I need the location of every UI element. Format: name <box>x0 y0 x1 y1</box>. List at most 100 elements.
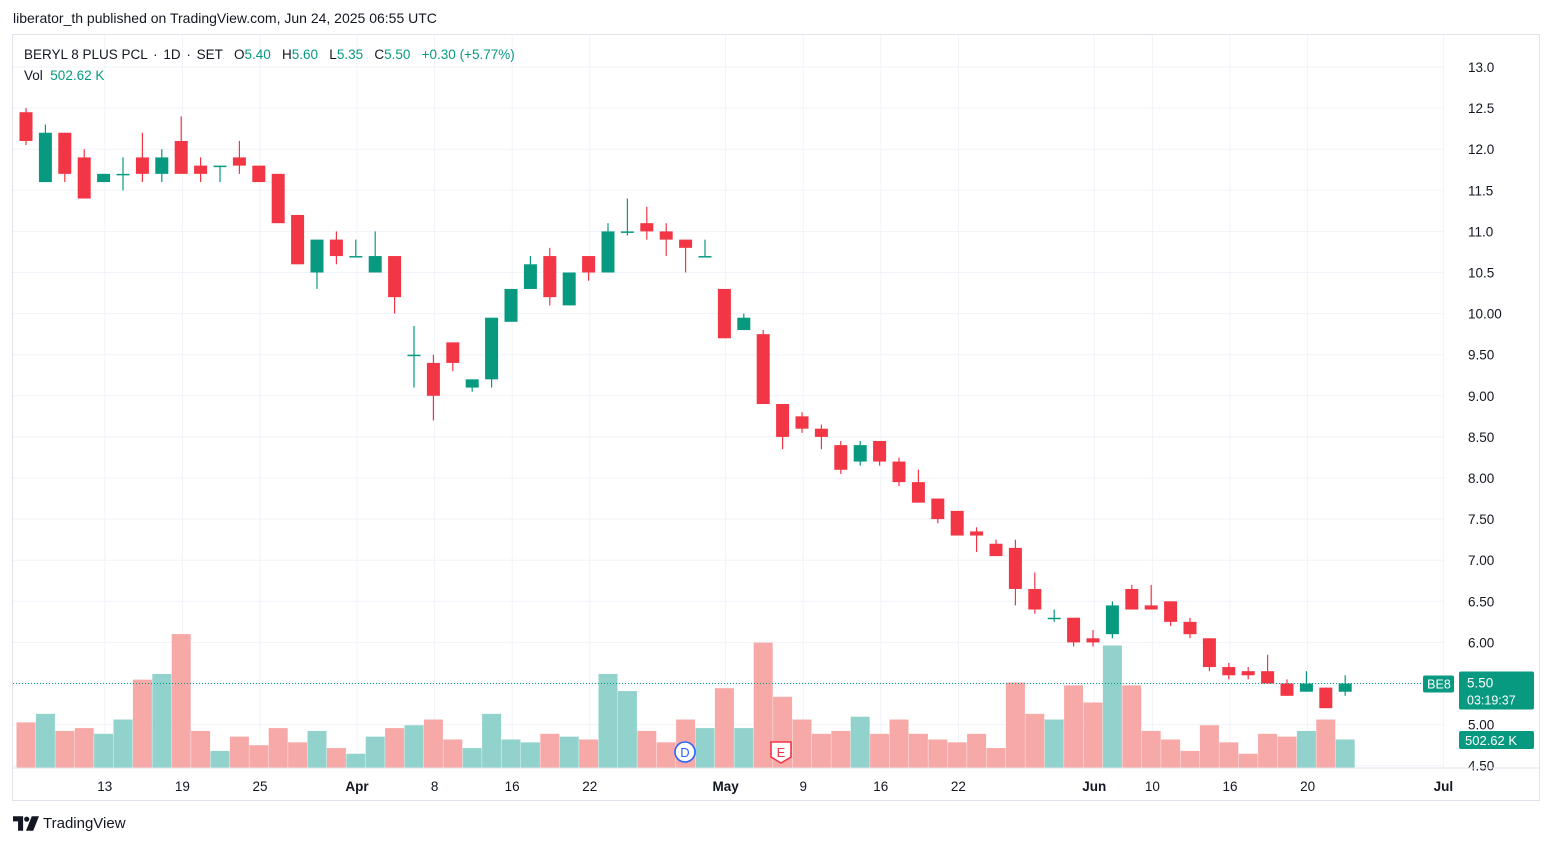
volume-bar <box>831 730 851 768</box>
tradingview-logo-icon <box>13 816 39 831</box>
volume-bar <box>540 733 560 768</box>
interval-label[interactable]: 1D <box>163 47 181 62</box>
price-badge <box>1459 671 1534 710</box>
volume-bar <box>152 673 172 768</box>
volume-bar <box>811 733 831 768</box>
y-tick-label: 9.00 <box>1468 389 1494 404</box>
volume-bar <box>850 716 870 768</box>
volume-bar <box>365 736 385 768</box>
candle-body <box>640 223 654 232</box>
volume-bar <box>870 733 890 768</box>
symbol-name[interactable]: BERYL 8 PLUS PCL <box>24 47 148 62</box>
candle-body <box>834 445 848 470</box>
volume-bar <box>462 748 482 768</box>
candle-body <box>853 445 867 462</box>
volume-bar <box>1141 730 1161 768</box>
candle-body <box>368 256 382 273</box>
volume-bar <box>967 733 987 768</box>
exchange-label: SET <box>196 47 223 62</box>
candle-body <box>814 428 828 437</box>
volume-bar <box>1316 719 1336 768</box>
chart-panel[interactable]: 13.0 12.5 12.0 11.5 11.0 10.5 10.00 9.50 9.00 8.5… <box>12 34 1540 801</box>
volume-bar <box>307 730 327 768</box>
volume-bar <box>598 673 618 768</box>
candle-body <box>970 531 984 536</box>
y-tick-label: 8.00 <box>1468 471 1494 486</box>
candle-body <box>1105 605 1119 635</box>
volume-bar <box>656 742 676 768</box>
candle-body <box>1164 601 1178 622</box>
candle-body <box>756 334 770 405</box>
x-tick-label: 16 <box>1222 779 1237 794</box>
low-value: 5.35 <box>336 47 364 62</box>
volume-bar <box>1044 719 1064 768</box>
price-badge-value: 5.50 <box>1467 676 1493 691</box>
volume-bar <box>268 728 288 768</box>
x-tick-label: 16 <box>873 779 888 794</box>
publish-info: liberator_th published on TradingView.co… <box>13 10 437 26</box>
volume-bar <box>249 745 269 768</box>
earnings-marker-letter: E <box>777 745 786 760</box>
candle-body <box>737 317 751 331</box>
y-tick-label: 12.0 <box>1468 142 1494 157</box>
candle-body <box>1086 638 1100 643</box>
candle-body <box>873 441 887 462</box>
x-tick-label: 22 <box>582 779 597 794</box>
volume-bar <box>1064 685 1084 768</box>
volume-bar <box>210 750 230 768</box>
candle-body <box>19 112 33 141</box>
candle-body <box>465 379 479 388</box>
change-value: +0.30 (+5.77%) <box>421 47 515 62</box>
candle-body <box>58 132 72 174</box>
candle-body <box>485 317 499 380</box>
candle-body <box>135 157 149 174</box>
candle-body <box>562 272 576 306</box>
volume-bar <box>753 642 773 768</box>
volume-bar <box>1238 753 1258 768</box>
candle-body <box>1241 671 1255 676</box>
candle-body <box>213 165 227 168</box>
dividend-marker-letter: D <box>680 745 689 760</box>
y-tick-label: 4.50 <box>1468 759 1494 774</box>
y-tick-label: 11.5 <box>1468 183 1493 198</box>
candle-body <box>174 140 188 174</box>
candle-body <box>116 173 130 176</box>
volume-bar <box>908 733 928 768</box>
high-label: H <box>282 47 292 62</box>
candle-body <box>349 256 363 258</box>
volume-bar <box>94 733 114 768</box>
volume-bar <box>1005 682 1025 768</box>
y-tick-label: 6.00 <box>1468 635 1494 650</box>
candle-body <box>659 231 673 240</box>
volume-bar <box>501 739 521 768</box>
low-label: L <box>329 47 337 62</box>
candle-body <box>426 362 440 396</box>
volume-bar <box>229 736 249 768</box>
candle-body <box>1280 683 1294 696</box>
volume-bar <box>1122 685 1142 768</box>
candle-body <box>1047 617 1061 620</box>
candlestick-chart[interactable]: 13.0 12.5 12.0 11.5 11.0 10.5 10.00 9.50 9.00 8.5… <box>13 35 1539 800</box>
candle-body <box>698 256 712 258</box>
volume-bar <box>1180 750 1200 768</box>
volume-badge <box>1459 731 1534 749</box>
x-tick-label: Jun <box>1082 779 1106 794</box>
x-tick-label: 16 <box>505 779 520 794</box>
candle-body <box>1338 683 1352 692</box>
candle-body <box>795 416 809 429</box>
price-badge-countdown: 03:19:37 <box>1467 694 1516 708</box>
candle-body <box>1299 683 1313 692</box>
candle-body <box>1222 667 1236 676</box>
volume-bar <box>1199 725 1219 768</box>
volume-bar <box>74 728 94 768</box>
x-tick-label: 8 <box>431 779 439 794</box>
volume-bar <box>404 725 424 768</box>
volume-bar <box>35 713 55 768</box>
volume-bar <box>55 730 75 768</box>
volume-bar <box>443 739 463 768</box>
tradingview-logo[interactable]: TradingView <box>13 815 126 832</box>
candle-body <box>989 543 1003 557</box>
candle-body <box>582 256 596 273</box>
volume-badge-value: 502.62 K <box>1465 733 1517 748</box>
candle-body <box>1008 547 1022 589</box>
